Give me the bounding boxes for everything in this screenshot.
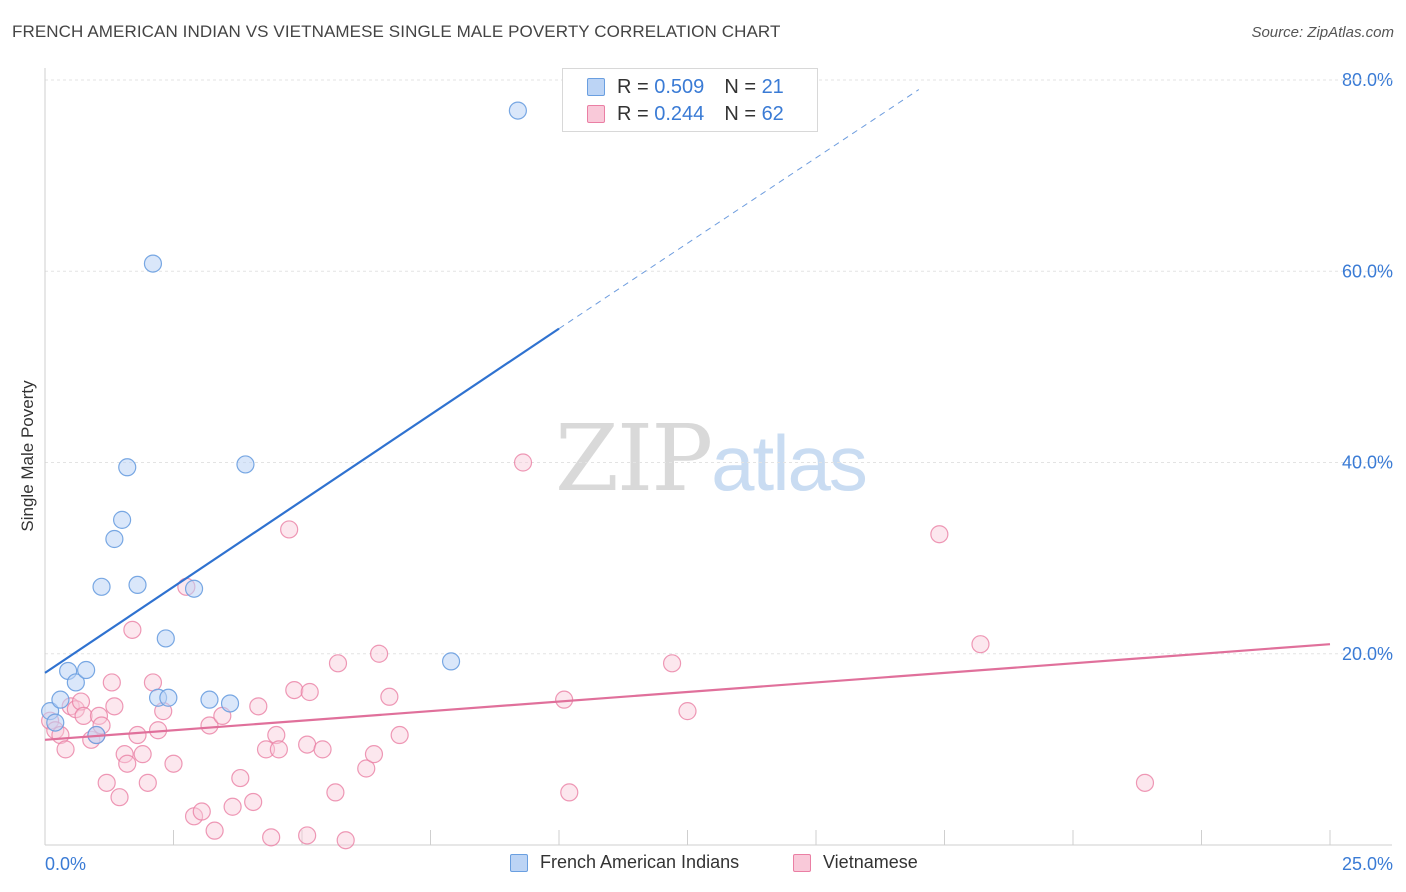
french-point — [220, 694, 240, 713]
vietnamese-point — [262, 828, 281, 847]
watermark: ZIPatlas — [555, 405, 868, 512]
vietnamese-point — [133, 745, 152, 764]
vietnamese-point — [336, 831, 355, 850]
r-label: R = — [617, 75, 649, 98]
french-point — [236, 455, 255, 474]
french-point — [77, 660, 96, 680]
vietnamese-point — [231, 768, 250, 788]
vietnamese-point — [326, 783, 345, 802]
correlation-legend: R = 0.509 N = 21 R = 0.244 N = 62 — [562, 68, 818, 132]
french-trend-line — [44, 327, 560, 674]
vietnamese-point — [223, 797, 242, 816]
french-swatch-icon — [587, 78, 605, 96]
vietnamese-point — [328, 654, 348, 673]
y-tick-label: 40.0% — [1342, 453, 1393, 473]
vietnamese-point — [105, 697, 124, 716]
vietnamese-point — [205, 821, 224, 840]
vietnamese-point — [390, 725, 409, 745]
x-tick-label-max: 25.0% — [1342, 854, 1393, 874]
french-point — [184, 579, 204, 598]
french-point — [441, 652, 461, 671]
vietnamese-point — [380, 687, 399, 706]
vietnamese-point — [143, 673, 163, 692]
french-point — [105, 529, 124, 549]
vietnamese-point — [560, 783, 579, 802]
vietnamese-point — [200, 716, 219, 735]
vietnamese-point — [128, 725, 147, 745]
x-tick-label-min: 0.0% — [45, 854, 86, 874]
french-point — [112, 510, 132, 529]
french-point — [118, 458, 137, 477]
r-label: R = — [617, 102, 649, 125]
french-point — [159, 688, 178, 707]
vietnamese-point — [513, 453, 533, 472]
vietnamese-point — [192, 802, 211, 821]
source-label: Source: ZipAtlas.com — [1251, 24, 1394, 41]
vietnamese-point — [313, 740, 332, 759]
french-point — [66, 673, 85, 692]
vietnamese-point — [298, 735, 317, 754]
y-tick-label: 20.0% — [1342, 644, 1393, 664]
french-point — [46, 713, 65, 732]
legend-row-viet: R = 0.244 N = 62 — [587, 102, 784, 126]
vietnamese-point — [249, 697, 268, 716]
vietnamese-point — [678, 702, 697, 721]
vietnamese-point — [102, 673, 121, 692]
french-legend-icon — [510, 853, 528, 872]
chart-title: FRENCH AMERICAN INDIAN VS VIETNAMESE SIN… — [12, 22, 781, 41]
vietnamese-point — [97, 773, 116, 792]
viet-legend-icon — [793, 853, 811, 872]
vietnamese-point — [244, 792, 263, 812]
french-point — [200, 690, 219, 709]
vietnamese-point — [110, 788, 129, 807]
legend-item-french: French American Indians — [510, 852, 739, 873]
vietnamese-point — [285, 680, 304, 700]
vietnamese-point — [71, 692, 91, 711]
vietnamese-point — [267, 725, 286, 745]
vietnamese-point — [56, 740, 75, 759]
french-trend-extension — [558, 89, 920, 330]
vietnamese-point — [370, 644, 389, 663]
vietnamese-point — [300, 682, 319, 702]
viet-swatch-icon — [587, 105, 605, 123]
french-point — [92, 577, 111, 596]
french-point — [51, 690, 70, 709]
vietnamese-point — [74, 706, 93, 726]
viet-r-value: 0.244 — [654, 102, 705, 125]
vietnamese-point — [298, 826, 317, 845]
french-point — [143, 254, 163, 273]
vietnamese-point — [357, 759, 376, 778]
vietnamese-point — [971, 635, 990, 654]
vietnamese-point — [280, 520, 299, 539]
vietnamese-point — [123, 620, 142, 639]
legend-label-viet: Vietnamese — [823, 852, 918, 872]
vietnamese-point — [256, 740, 276, 759]
series-legend: French American Indians Vietnamese — [0, 852, 1406, 876]
vietnamese-point — [164, 754, 183, 773]
legend-label-french: French American Indians — [540, 852, 740, 872]
vietnamese-point — [138, 773, 157, 792]
vietnamese-point — [1135, 773, 1155, 792]
watermark-zip: ZIP — [555, 405, 713, 512]
vietnamese-point — [118, 754, 137, 773]
legend-item-viet: Vietnamese — [793, 852, 918, 873]
vietnamese-trend-line — [44, 643, 1331, 741]
y-tick-label: 60.0% — [1342, 261, 1393, 281]
vietnamese-point — [269, 740, 288, 759]
y-axis-label: Single Male Poverty — [18, 380, 37, 532]
french-point — [508, 101, 527, 120]
n-label: N = — [724, 102, 756, 125]
vietnamese-point — [930, 525, 949, 544]
vietnamese-point — [364, 745, 384, 764]
french-point — [156, 629, 175, 648]
french-point — [128, 575, 147, 595]
vietnamese-point — [662, 654, 682, 673]
n-label: N = — [724, 75, 756, 98]
french-r-value: 0.509 — [654, 75, 705, 98]
viet-n-value: 62 — [761, 102, 784, 125]
legend-row-french: R = 0.509 N = 21 — [587, 75, 784, 99]
french-n-value: 21 — [761, 75, 784, 98]
